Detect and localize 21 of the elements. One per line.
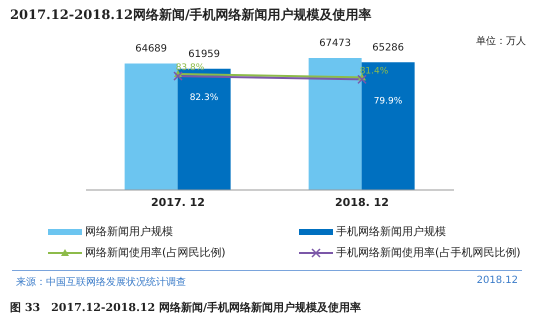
text: 单位：万人 xyxy=(476,34,526,48)
x-tick-label: 2017. 12 xyxy=(151,196,205,209)
text: 2018.12 xyxy=(476,275,518,286)
data-label: 82.3% xyxy=(190,93,219,104)
data-label: 61959 xyxy=(188,48,220,60)
data-label: 65286 xyxy=(372,42,404,54)
data-label: 79.9% xyxy=(374,96,403,106)
data-label: 64689 xyxy=(135,43,168,54)
legend-label: 手机网络新闻用户规模 xyxy=(336,224,446,239)
legend-label: 手机网络新闻使用率(占手机网民比例) xyxy=(336,245,521,260)
data-label: 67473 xyxy=(319,38,352,49)
bar xyxy=(308,58,362,190)
caption: 图 33 2017.12-2018.12 网络新闻/手机网络新闻用户规模及使用率 xyxy=(10,300,362,315)
bar xyxy=(178,68,231,190)
legend-label: 网络新闻使用率(占网民比例) xyxy=(85,245,226,260)
chart-title: 2017.12-2018.12网络新闻/手机网络新闻用户规模及使用率 xyxy=(10,6,372,24)
source-note: 来源：中国互联网络发展状况统计调查 xyxy=(16,276,186,289)
x-tick-label: 2018. 12 xyxy=(335,196,389,209)
bar xyxy=(362,62,415,190)
bar xyxy=(124,63,178,190)
legend-label: 网络新闻用户规模 xyxy=(85,224,173,239)
